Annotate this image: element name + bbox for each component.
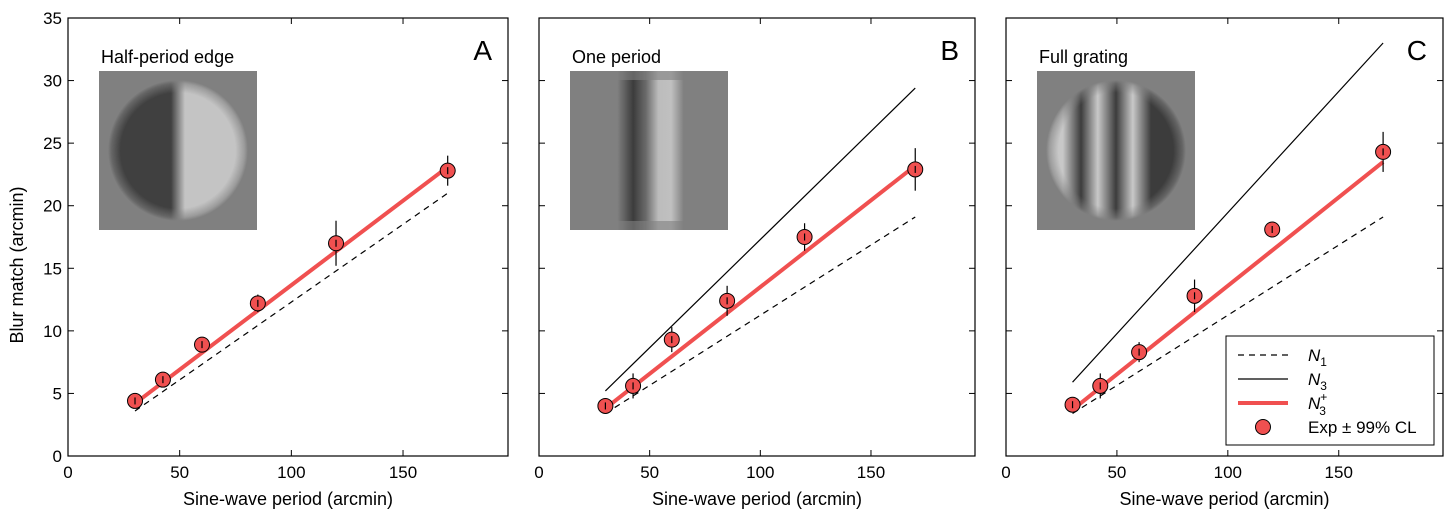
- x-tick-label: 100: [277, 463, 305, 482]
- inset-image-full-grating: [1037, 71, 1195, 230]
- y-tick-label: 35: [43, 9, 62, 28]
- inset-image-half-period-edge: [99, 71, 257, 230]
- inset-title: Full grating: [1039, 47, 1128, 67]
- y-tick-label: 0: [53, 447, 62, 466]
- panel-a: Half-period edge A 0 50 100 150 0 5 10 15 20 25 30 35…: [43, 9, 509, 509]
- panel-letter: C: [1407, 35, 1427, 66]
- y-axis-label: Blur match (arcmin): [7, 186, 27, 343]
- legend-label-n1: N1: [1308, 346, 1327, 369]
- plot-frame: [538, 17, 976, 457]
- x-tick-label: 0: [1001, 463, 1010, 482]
- y-tick-label: 25: [43, 134, 62, 153]
- legend-label-n3_plus: N+ 3: [1308, 390, 1327, 418]
- x-tick-label: 100: [1214, 463, 1242, 482]
- x-tick-label: 150: [857, 463, 885, 482]
- chart-panels: Half-period edge A 0 50 100 150 0 5 10 15 20 25 30 35…: [43, 9, 1444, 509]
- x-tick-label: 150: [1325, 463, 1353, 482]
- y-tick-label: 5: [53, 384, 62, 403]
- x-tick-label: 150: [389, 463, 417, 482]
- legend-label-n3: N3: [1308, 370, 1327, 393]
- inset-fade-top: [570, 71, 728, 80]
- inset-title: Half-period edge: [101, 47, 234, 67]
- y-tick-label: 20: [43, 197, 62, 216]
- plot-frame: [67, 17, 509, 457]
- inset-pattern: [570, 71, 728, 230]
- x-tick-label: 100: [746, 463, 774, 482]
- panel-letter: A: [473, 35, 492, 66]
- series-n3-line: [604, 87, 916, 392]
- x-axis-label: Sine-wave period (arcmin): [1119, 489, 1329, 509]
- x-tick-label: 50: [1107, 463, 1126, 482]
- series-n3-plus-line: [604, 164, 917, 411]
- inset-image-one-period: [570, 71, 728, 230]
- series-n3-plus-line: [1071, 160, 1385, 412]
- series-n3-plus-line: [133, 165, 449, 406]
- inset-pattern: [1046, 80, 1186, 221]
- x-tick-label: 50: [640, 463, 659, 482]
- panel-letter: B: [940, 35, 959, 66]
- plot-frame: [1005, 17, 1444, 457]
- series-n1-line: [134, 192, 449, 412]
- x-tick-label: 0: [63, 463, 72, 482]
- y-tick-label: 10: [43, 322, 62, 341]
- legend-swatch-exp: [1255, 419, 1271, 435]
- series-n3-line: [1072, 42, 1384, 383]
- inset-pattern: [108, 80, 248, 221]
- legend-label-exp: Exp ± 99% CL: [1308, 418, 1417, 437]
- x-tick-label: 0: [534, 463, 543, 482]
- inset-title: One period: [572, 47, 661, 67]
- x-tick-label: 50: [170, 463, 189, 482]
- y-tick-label: 15: [43, 259, 62, 278]
- panel-b: One period B 0 50 100 150 Sine-wave period (ar…: [534, 17, 976, 509]
- x-axis-label: Sine-wave period (arcmin): [652, 489, 862, 509]
- panel-c: Full grating C 0 50 100 150 Sine-wave period (…: [1001, 17, 1444, 509]
- inset-fade-bottom: [570, 221, 728, 230]
- series-n1-line: [605, 216, 916, 414]
- y-tick-label: 30: [43, 72, 62, 91]
- x-axis-label: Sine-wave period (arcmin): [183, 489, 393, 509]
